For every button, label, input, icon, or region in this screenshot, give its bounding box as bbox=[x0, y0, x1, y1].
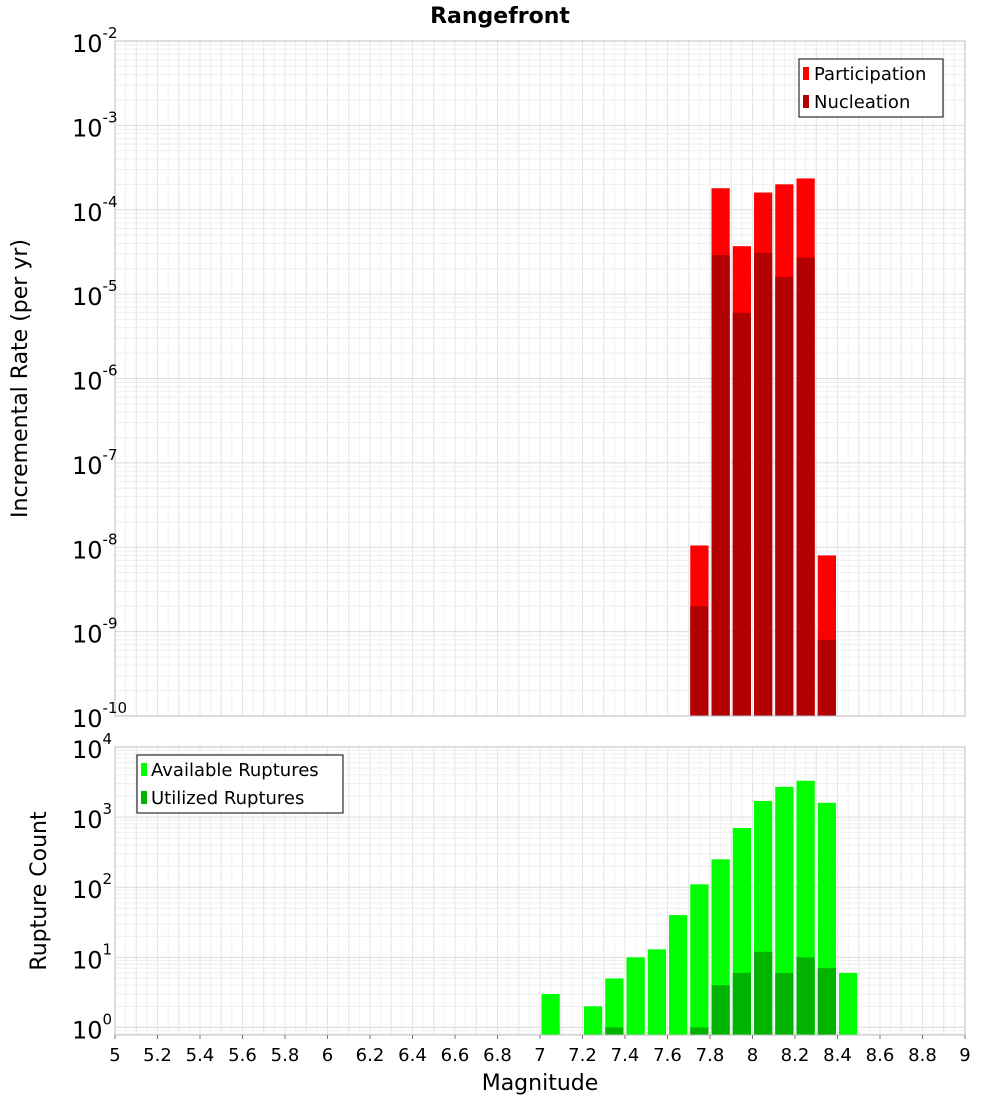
chart-title: Rangefront bbox=[430, 4, 570, 29]
y-tick-label: 10-7 bbox=[72, 446, 118, 480]
y-tick-exponent: -7 bbox=[103, 446, 118, 464]
y-tick-exponent: -3 bbox=[103, 108, 118, 126]
x-tick-label: 6.2 bbox=[356, 1045, 385, 1066]
y-tick-label: 10-4 bbox=[72, 193, 118, 227]
y-tick-label: 10-8 bbox=[72, 530, 118, 564]
x-tick-label: 7.4 bbox=[611, 1045, 640, 1066]
rate-plot-frame bbox=[114, 40, 966, 717]
y-tick-exponent: -9 bbox=[103, 615, 118, 633]
y-tick-label: 102 bbox=[72, 870, 112, 904]
x-tick-label: 5.2 bbox=[143, 1045, 172, 1066]
rate-bar-b bbox=[775, 276, 794, 716]
x-tick-label: 7.2 bbox=[568, 1045, 597, 1066]
legend-label-utilized: Utilized Ruptures bbox=[151, 788, 304, 809]
count-bar-b bbox=[711, 985, 730, 1035]
legend-swatch-participation bbox=[803, 67, 809, 80]
rate-bar-b bbox=[732, 312, 751, 716]
x-tick-label: 8.4 bbox=[823, 1045, 852, 1066]
rate-legend: Participation Nucleation bbox=[798, 58, 944, 118]
legend-label-available: Available Ruptures bbox=[151, 760, 319, 781]
rate-bar-b bbox=[754, 252, 773, 716]
rate-bar-b bbox=[817, 639, 836, 716]
count-bar-a bbox=[669, 915, 688, 1035]
y-tick-label: 10-9 bbox=[72, 615, 118, 649]
y-tick-exponent: -8 bbox=[103, 530, 118, 548]
rate-panel: 10-2 10-3 10-4 10-5 10-6 10-7 10-8 10-9 10-10 In… bbox=[8, 24, 966, 733]
y-tick-exponent: -2 bbox=[103, 24, 118, 42]
x-tick-label: 6.6 bbox=[441, 1045, 470, 1066]
y-tick-label: 10-10 bbox=[72, 699, 127, 733]
y-tick-label: 103 bbox=[72, 800, 112, 834]
count-bar-a bbox=[690, 884, 709, 1035]
count-bar-b bbox=[796, 957, 815, 1035]
legend-swatch-utilized bbox=[141, 791, 147, 804]
y-tick-exponent: 0 bbox=[103, 1010, 113, 1028]
count-legend-box bbox=[136, 754, 344, 814]
count-bar-a bbox=[839, 972, 858, 1035]
x-tick-label: 8.8 bbox=[908, 1045, 937, 1066]
rate-bar-b bbox=[796, 257, 815, 716]
y-tick-label: 100 bbox=[72, 1010, 112, 1044]
x-tick-label: 5.8 bbox=[271, 1045, 300, 1066]
y-tick-exponent: -5 bbox=[103, 277, 118, 295]
y-tick-label: 10-5 bbox=[72, 277, 118, 311]
y-tick-exponent: 4 bbox=[103, 730, 113, 748]
y-tick-exponent: -4 bbox=[103, 193, 118, 211]
count-bar-a bbox=[626, 957, 645, 1035]
y-tick-exponent: -6 bbox=[103, 362, 118, 380]
y-tick-exponent: -10 bbox=[103, 699, 128, 717]
count-y-axis-label: Rupture Count bbox=[27, 811, 52, 971]
rate-bar-b bbox=[690, 606, 709, 716]
count-bar-b bbox=[817, 968, 836, 1035]
x-ticks: 5 5.2 5.4 5.6 5.8 6 6.2 6.4 6.6 6.8 7 7.2 7.4 7.6 7.8 8… bbox=[109, 1035, 971, 1066]
count-bar-a bbox=[605, 978, 624, 1035]
rate-gridlines bbox=[114, 40, 966, 717]
count-bar-b bbox=[732, 972, 751, 1035]
x-tick-label: 6.4 bbox=[398, 1045, 427, 1066]
y-tick-label: 10-6 bbox=[72, 362, 118, 396]
x-tick-label: 7.8 bbox=[696, 1045, 725, 1066]
y-tick-label: 101 bbox=[72, 940, 112, 974]
count-bar-a bbox=[647, 949, 666, 1035]
legend-label-participation: Participation bbox=[814, 64, 926, 85]
y-tick-exponent: 2 bbox=[103, 870, 113, 888]
rate-bars bbox=[690, 178, 836, 717]
count-bar-a bbox=[584, 1006, 603, 1035]
y-tick-label: 10-2 bbox=[72, 24, 118, 58]
x-tick-label: 8.2 bbox=[781, 1045, 810, 1066]
legend-swatch-nucleation bbox=[803, 95, 809, 108]
y-tick-exponent: 1 bbox=[103, 940, 113, 958]
count-bars bbox=[541, 780, 858, 1035]
count-bar-b bbox=[775, 972, 794, 1035]
x-axis-label: Magnitude bbox=[482, 1071, 599, 1096]
x-tick-label: 8.6 bbox=[866, 1045, 895, 1066]
count-bar-b bbox=[754, 951, 773, 1035]
rate-y-axis-label: Incremental Rate (per yr) bbox=[8, 239, 33, 518]
x-tick-label: 5.6 bbox=[228, 1045, 257, 1066]
legend-swatch-available bbox=[141, 763, 147, 776]
x-tick-label: 8 bbox=[747, 1045, 758, 1066]
y-tick-exponent: 3 bbox=[103, 800, 113, 818]
x-tick-label: 6.8 bbox=[483, 1045, 512, 1066]
x-tick-label: 9 bbox=[959, 1045, 970, 1066]
rate-legend-box bbox=[798, 58, 944, 118]
x-tick-label: 6 bbox=[322, 1045, 333, 1066]
count-bar-a bbox=[541, 993, 560, 1035]
rate-bar-b bbox=[711, 255, 730, 716]
x-tick-label: 7 bbox=[534, 1045, 545, 1066]
x-tick-label: 7.6 bbox=[653, 1045, 682, 1066]
count-bar-b bbox=[690, 1027, 709, 1035]
legend-label-nucleation: Nucleation bbox=[814, 92, 910, 113]
x-tick-label: 5.4 bbox=[186, 1045, 215, 1066]
y-tick-label: 104 bbox=[72, 730, 112, 764]
y-tick-label: 10-3 bbox=[72, 108, 118, 142]
count-legend: Available Ruptures Utilized Ruptures bbox=[136, 754, 344, 814]
count-bar-b bbox=[605, 1027, 624, 1035]
x-tick-label: 5 bbox=[109, 1045, 120, 1066]
